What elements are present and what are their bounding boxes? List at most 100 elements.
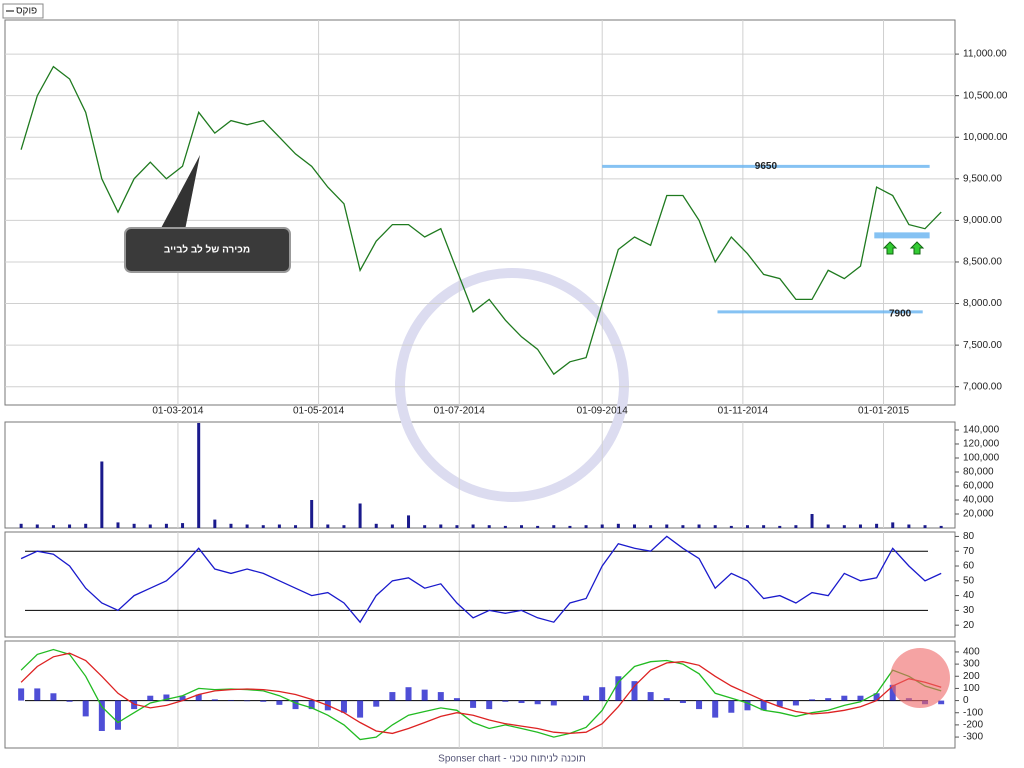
y-tick-label: 200	[963, 671, 980, 682]
level-label: 7900	[889, 309, 912, 320]
volume-bar	[213, 519, 217, 528]
volume-bar	[471, 524, 475, 528]
y-tick-label: 20	[963, 620, 975, 631]
volume-bar	[891, 522, 895, 528]
volume-bar	[277, 524, 281, 528]
histogram-bar	[841, 695, 848, 701]
y-tick-label: 8,000.00	[963, 298, 1002, 309]
histogram-bar	[405, 687, 412, 701]
histogram-bar	[389, 692, 396, 701]
y-tick-label: 70	[963, 546, 975, 557]
y-tick-label: 11,000.00	[963, 49, 1007, 60]
macd-line	[20, 652, 942, 735]
y-tick-label: 8,500.00	[963, 257, 1002, 268]
callout-text: מכירה של לב לבייב	[164, 244, 250, 256]
volume-bar	[342, 525, 346, 528]
volume-bar	[939, 525, 943, 528]
volume-bar	[665, 524, 669, 528]
histogram-bar	[147, 695, 154, 701]
x-tick-label: 01-07-2014	[434, 406, 486, 417]
x-tick-label: 01-05-2014	[293, 406, 345, 417]
histogram-bar	[82, 700, 89, 717]
histogram-bar	[211, 699, 218, 701]
y-tick-label: 120,000	[963, 439, 1000, 450]
histogram-bar	[244, 700, 251, 702]
volume-bar	[632, 524, 636, 528]
volume-bar	[729, 525, 733, 528]
y-tick-label: -100	[963, 707, 983, 718]
histogram-bar	[889, 684, 896, 701]
y-tick-label: -300	[963, 732, 983, 743]
volume-bar	[132, 523, 136, 528]
volume-bar	[197, 422, 201, 528]
volume-bar	[713, 525, 717, 528]
histogram-bar	[550, 700, 557, 706]
volume-bar	[374, 523, 378, 528]
volume-bar	[407, 515, 411, 528]
y-tick-label: 7,500.00	[963, 340, 1002, 351]
histogram-bar	[809, 699, 816, 701]
volume-bar	[84, 523, 88, 528]
volume-bar	[100, 461, 104, 528]
callout-pointer	[160, 155, 200, 230]
y-tick-label: 100,000	[963, 453, 1000, 464]
histogram-bar	[98, 700, 105, 731]
macd-frame	[4, 640, 956, 749]
highlight-circle	[890, 648, 950, 708]
histogram-bar	[66, 700, 73, 702]
x-tick-label: 01-09-2014	[577, 406, 629, 417]
volume-bar	[745, 525, 749, 528]
volume-bar	[923, 525, 927, 528]
volume-bar	[762, 525, 766, 528]
legend-box	[2, 3, 44, 19]
y-tick-label: 7,000.00	[963, 381, 1002, 392]
y-tick-label: 100	[963, 683, 980, 694]
x-tick-label: 01-11-2014	[718, 406, 769, 417]
arrow-up	[909, 241, 925, 255]
volume-bar	[390, 524, 394, 528]
volume-bar	[568, 525, 572, 528]
y-tick-label: 30	[963, 605, 975, 616]
volume-bar	[907, 524, 911, 528]
volume-bar	[649, 525, 653, 528]
histogram-bar	[631, 681, 638, 701]
macd-line	[20, 648, 942, 741]
volume-bar	[552, 525, 556, 528]
y-tick-label: 80	[963, 531, 975, 542]
histogram-bar	[437, 692, 444, 701]
volume-bar	[229, 523, 233, 528]
volume-bar	[148, 524, 152, 528]
y-tick-label: 60,000	[963, 481, 994, 492]
volume-bar	[842, 525, 846, 528]
volume-bar	[487, 525, 491, 528]
histogram-bar	[792, 700, 799, 706]
price-line	[20, 65, 942, 376]
volume-bar	[310, 499, 314, 528]
histogram-bar	[599, 687, 606, 701]
histogram-bar	[486, 700, 493, 710]
callout-box	[124, 227, 291, 273]
y-tick-label: 9,500.00	[963, 173, 1002, 184]
histogram-bar	[873, 693, 880, 701]
histogram-bar	[50, 693, 57, 701]
histogram-bar	[340, 700, 347, 713]
volume-bar	[794, 525, 798, 528]
y-tick-label: 300	[963, 659, 980, 670]
volume-bar	[858, 524, 862, 528]
histogram-bar	[938, 700, 945, 705]
histogram-bar	[276, 700, 283, 705]
legend-label: פוקס	[16, 6, 37, 17]
volume-bar	[520, 525, 524, 528]
y-tick-label: 20,000	[963, 509, 994, 520]
y-tick-label: 40	[963, 590, 975, 601]
histogram-bar	[18, 688, 25, 701]
volume-bar	[35, 524, 39, 528]
volume-bar	[503, 525, 507, 528]
volume-bar	[439, 524, 443, 528]
histogram-bar	[357, 700, 364, 718]
volume-bar	[536, 525, 540, 528]
histogram-bar	[292, 700, 299, 710]
